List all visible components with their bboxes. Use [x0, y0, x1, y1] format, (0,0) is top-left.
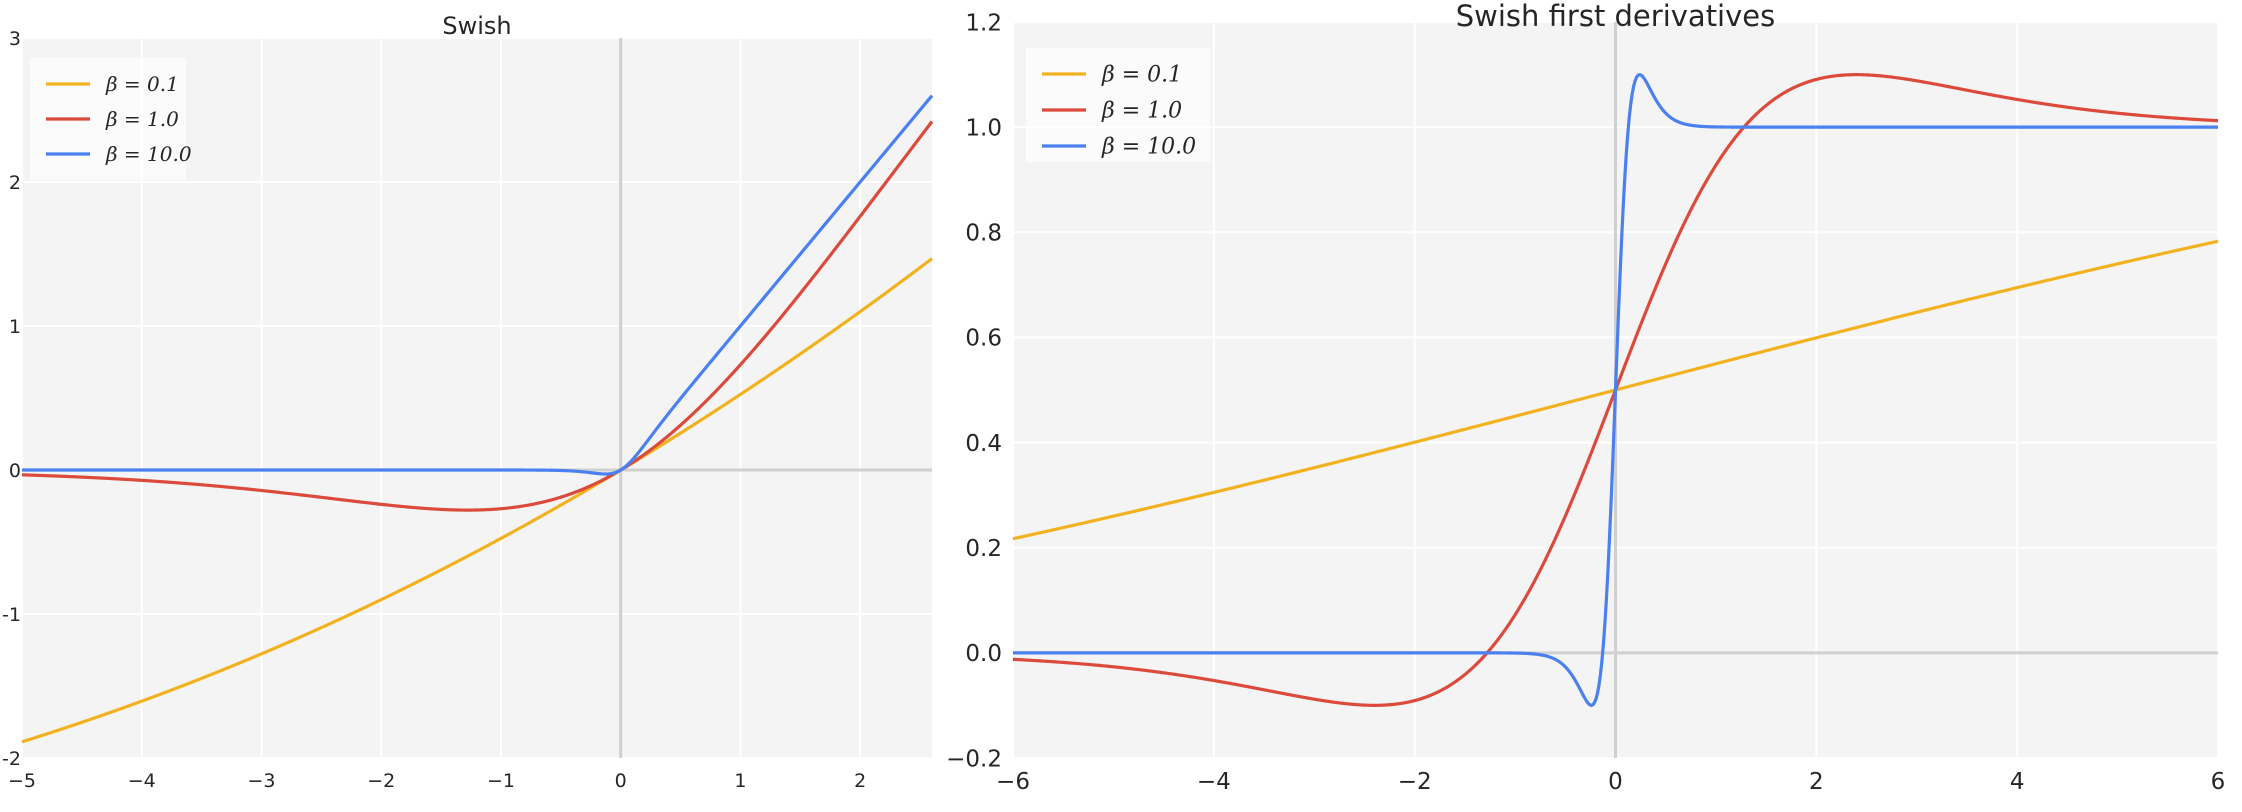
- swish-derivative-y-tick-label: 0.2: [965, 536, 1002, 562]
- swish-chart-title: Swish: [442, 12, 511, 40]
- swish-legend: β = 0.1 β = 1.0 β = 10.0: [30, 58, 192, 180]
- swish-derivative-y-tick-labels: −0.2 0.0 0.2 0.4 0.6 0.8 1.0 1.2: [946, 10, 1002, 772]
- swish-x-tick-label: 2: [854, 770, 866, 792]
- swish-derivative-x-tick-label: −6: [996, 769, 1030, 795]
- swish-derivative-y-tick-label: 0.4: [965, 431, 1002, 457]
- swish-x-tick-label: −5: [8, 770, 36, 792]
- swish-y-tick-label: 1: [9, 316, 21, 338]
- swish-derivative-legend: β = 0.1 β = 1.0 β = 10.0: [1026, 48, 1210, 162]
- swish-x-tick-label: −2: [367, 770, 395, 792]
- swish-x-tick-labels: −5 −4 −3 −2 −1 0 1 2: [8, 770, 866, 792]
- swish-derivative-x-tick-label: 4: [2010, 769, 2025, 795]
- swish-y-tick-label: 3: [9, 28, 21, 50]
- swish-derivative-x-tick-labels: −6 −4 −2 0 2 4 6: [996, 769, 2225, 795]
- swish-x-tick-label: −3: [247, 770, 275, 792]
- swish-legend-label: β = 0.1: [105, 72, 179, 96]
- swish-derivative-x-tick-label: 6: [2211, 769, 2226, 795]
- swish-derivative-series-line-beta-10: [1012, 73, 2219, 707]
- swish-legend-label: β = 10.0: [105, 142, 192, 166]
- swish-series-lines: [21, 94, 934, 744]
- swish-x-tick-label: 1: [734, 770, 746, 792]
- swish-derivative-legend-label: β = 1.0: [1101, 99, 1182, 124]
- swish-derivative-series-lines: [1012, 73, 2219, 707]
- swish-derivative-y-tick-label: 0.6: [965, 326, 1002, 352]
- swish-series-line-beta-0-1: [21, 257, 933, 744]
- swish-derivative-y-tick-label: 0.8: [965, 221, 1002, 247]
- swish-derivative-y-tick-label: 1.0: [965, 115, 1002, 141]
- swish-x-tick-label: −1: [487, 770, 515, 792]
- swish-legend-label: β = 1.0: [105, 107, 179, 131]
- swish-derivative-legend-label: β = 0.1: [1101, 63, 1182, 88]
- swish-derivative-x-tick-label: −4: [1197, 769, 1231, 795]
- swish-series-line-beta-10: [21, 94, 934, 476]
- swish-y-tick-labels: -2 -1 0 1 2 3: [2, 28, 21, 770]
- swish-derivative-legend-box: [1026, 48, 1210, 162]
- swish-derivative-chart-title: Swish first derivatives: [1456, 0, 1775, 33]
- swish-derivative-x-tick-label: 2: [1809, 769, 1824, 795]
- swish-derivative-y-tick-label: 1.2: [965, 10, 1002, 36]
- swish-x-tick-label: 0: [615, 770, 627, 792]
- swish-derivative-y-tick-label: −0.2: [946, 746, 1002, 772]
- swish-y-tick-label: -2: [2, 748, 21, 770]
- swish-derivative-y-tick-label: 0.0: [965, 641, 1002, 667]
- swish-derivative-x-tick-label: 0: [1608, 769, 1623, 795]
- swish-y-tick-label: 2: [9, 172, 21, 194]
- swish-derivative-legend-label: β = 10.0: [1101, 135, 1196, 160]
- swish-y-tick-label: -1: [2, 604, 21, 626]
- swish-y-tick-label: 0: [9, 460, 21, 482]
- swish-derivative-x-tick-label: −2: [1398, 769, 1432, 795]
- swish-derivative-panel: −6 −4 −2 0 2 4 6 −0.2 0.0 0.2 0.4 0.6 0.8 1.0 1.2 Swi…: [946, 0, 2225, 795]
- swish-series-line-beta-1: [21, 120, 934, 512]
- swish-x-tick-label: −4: [128, 770, 156, 792]
